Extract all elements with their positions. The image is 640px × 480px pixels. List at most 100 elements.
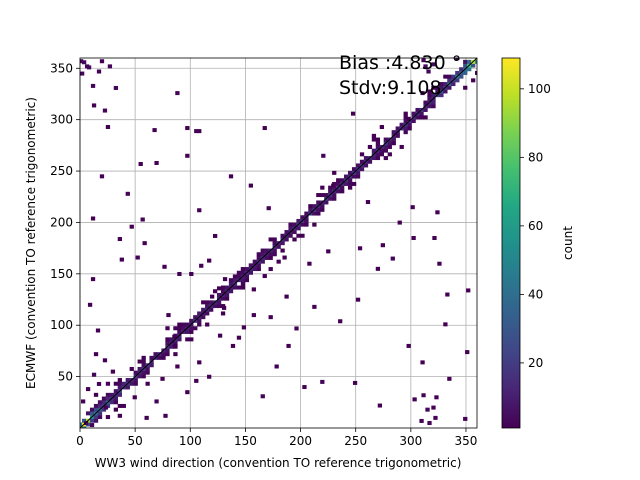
outlier-cell: [431, 62, 436, 67]
outlier-cell: [129, 224, 134, 229]
heatmap-cell: [371, 133, 377, 138]
heatmap-cell: [121, 381, 126, 386]
outlier-cell: [390, 256, 395, 261]
heatmap-cell: [113, 407, 119, 412]
heatmap-cell: [431, 85, 436, 90]
heatmap-cell: [256, 263, 261, 268]
outlier-cell: [102, 358, 108, 363]
heatmap-cell: [189, 337, 194, 342]
heatmap-cell: [371, 156, 377, 161]
heatmap-cell: [252, 259, 257, 264]
heatmap-cell: [367, 159, 373, 164]
heatmap-cell: [439, 93, 444, 98]
y-axis-ticks: 50 100 150 200 250 300 350: [50, 61, 80, 384]
colorbar: [501, 57, 521, 429]
heatmap-cell: [443, 74, 448, 79]
outlier-cell: [425, 407, 430, 412]
heatmap-cell: [185, 322, 190, 327]
heatmap-cell: [455, 58, 460, 61]
outlier-cell: [274, 364, 279, 369]
heatmap-cell: [427, 93, 432, 98]
outlier-cell: [119, 257, 124, 262]
heatmap-cell: [340, 178, 345, 183]
y-axis-label: ECMWF (convention TO reference trigonome…: [24, 97, 38, 389]
heatmap-cell: [320, 207, 325, 212]
outlier-cell: [420, 360, 425, 365]
outlier-cell: [197, 360, 202, 365]
heatmap-cell: [224, 296, 230, 301]
heatmap-cell: [288, 226, 293, 231]
heatmap-cell: [332, 170, 337, 175]
heatmap-cell: [141, 359, 146, 364]
outlier-cell: [142, 241, 147, 246]
outlier-cell: [80, 59, 84, 64]
heatmap-cell: [177, 326, 182, 331]
heatmap-cell: [125, 378, 130, 383]
outlier-cell: [103, 405, 109, 410]
heatmap-cell: [351, 174, 357, 179]
heatmap-cell: [455, 70, 460, 75]
heatmap-cell: [447, 78, 452, 83]
outlier-cell: [160, 376, 165, 381]
y-tick-label: 350: [50, 61, 73, 75]
heatmap-cell: [411, 111, 416, 116]
heatmap-cell: [145, 381, 150, 386]
heatmap-cell: [336, 178, 341, 183]
heatmap-cell: [375, 137, 381, 142]
heatmap-cell: [193, 326, 198, 331]
heatmap-cell: [97, 411, 103, 416]
heatmap-cell: [415, 115, 420, 120]
heatmap-cell: [455, 78, 460, 83]
heatmap-cell: [101, 407, 107, 412]
plot-frame: [79, 57, 478, 429]
heatmap-cell: [185, 329, 190, 334]
heatmap-cell: [228, 289, 234, 294]
heatmap-cell: [395, 133, 400, 138]
outlier-cell: [152, 128, 157, 133]
outlier-cell: [432, 236, 437, 241]
heatmap-cell: [292, 222, 297, 227]
heatmap-cell: [236, 274, 242, 279]
heatmap-cell: [391, 130, 396, 135]
outlier-cell: [307, 261, 312, 266]
heatmap-cell: [240, 285, 246, 290]
heatmap-cell: [185, 337, 190, 342]
heatmap-cell: [165, 341, 170, 346]
outlier-cell: [421, 393, 426, 398]
outlier-cell: [236, 335, 242, 340]
heatmap-cell: [248, 263, 253, 268]
heatmap-cell: [232, 285, 238, 290]
heatmap-cell: [427, 96, 432, 101]
outlier-cell: [445, 292, 450, 297]
outlier-cell: [80, 71, 85, 76]
heatmap-cell: [105, 392, 111, 397]
heatmap-cell: [280, 241, 285, 246]
colorbar-ticks: 20 40 60 80 100: [520, 82, 551, 370]
outlier-cell: [93, 352, 99, 357]
heatmap-cell: [435, 85, 440, 90]
outlier-cell: [135, 255, 140, 260]
heatmap-cell: [288, 233, 293, 238]
heatmap-cell: [220, 311, 226, 316]
heatmap-cell: [328, 196, 333, 201]
heatmap-cell: [256, 255, 261, 260]
heatmap-cell: [459, 74, 464, 79]
outlier-cell: [81, 60, 87, 65]
heatmap-cell: [197, 311, 202, 316]
outlier-cell: [117, 237, 122, 242]
heatmap-cell: [316, 211, 321, 216]
heatmap-cell: [105, 381, 111, 386]
heatmap-cell: [347, 181, 353, 186]
heatmap-cell: [324, 200, 329, 205]
heatmap-cell: [463, 85, 468, 90]
heatmap-cell: [89, 411, 95, 416]
heatmap-cell: [391, 137, 396, 142]
heatmap-cell: [471, 63, 476, 68]
x-tick-label: 350: [455, 434, 478, 448]
heatmap-cell: [149, 355, 154, 360]
y-tick-label: 300: [50, 113, 73, 127]
outlier-cell: [326, 249, 331, 254]
heatmap-cell: [332, 185, 337, 190]
heatmap-cell: [212, 289, 218, 294]
heatmap-cell: [105, 415, 111, 420]
